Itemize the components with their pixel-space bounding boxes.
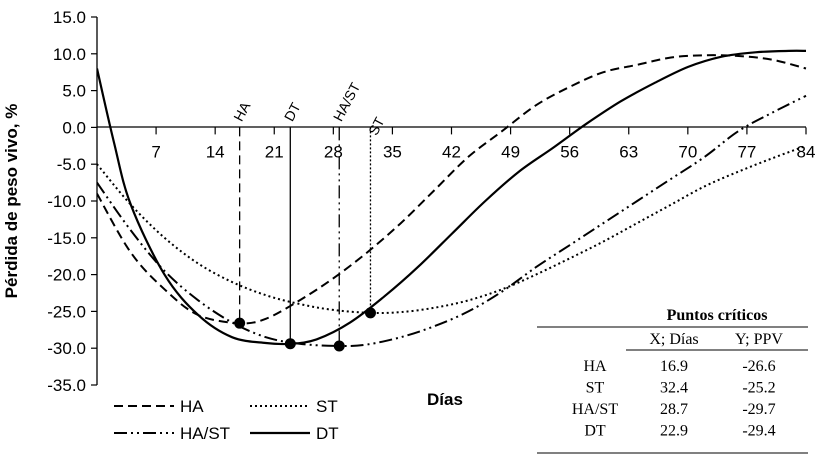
y-tick-label: -5.0 [57,155,86,174]
x-tick-label: 77 [737,142,756,161]
table-header-cell: X; Días [649,331,698,348]
series-line-ha [97,54,807,325]
x-axis-label: Días [427,390,463,409]
y-tick-label: 10.0 [53,45,86,64]
critical-point-dt [284,338,296,350]
legend-label-ha-st: HA/ST [180,424,230,443]
table-cell: DT [584,423,606,440]
series-group [97,49,807,348]
x-tick-label: 42 [442,142,461,161]
table-header-cell: Y; PPV [735,331,783,348]
legend-label-st: ST [316,397,338,416]
axes [96,17,806,385]
x-tick-label: 70 [678,142,697,161]
x-tick-label: 56 [560,142,579,161]
table-cell: 28.7 [660,401,688,418]
critical-label-ha: HA [230,99,254,124]
table-cell: HA/ST [572,401,618,418]
critical-markers [234,307,376,352]
series-line-st [97,144,807,315]
y-tick-label: -10.0 [47,192,86,211]
critical-label-ha-st: HA/ST [330,79,364,123]
table-title: Puntos críticos [667,307,768,324]
x-tick-label: 14 [206,142,225,161]
y-axis-label: Pérdida de peso vivo, % [2,104,21,299]
critical-point-st [364,307,376,319]
y-tick-label: -25.0 [47,302,86,321]
legend-label-ha: HA [180,397,204,416]
y-tick-label: 0.0 [62,118,86,137]
series-line-ha-st [97,94,807,348]
x-tick-label: 84 [797,142,816,161]
legend: HA ST HA/ST DT [114,397,339,443]
table-cell: HA [583,358,607,375]
x-tick-label: 7 [151,142,160,161]
table-cell: 16.9 [660,358,688,375]
y-ticks: 15.0 10.0 5.0 0.0 -5.0 -10.0 -15.0 -20.0 -25.0 -3… [47,8,97,395]
y-tick-label: 5.0 [62,82,86,101]
legend-label-dt: DT [316,424,339,443]
x-tick-label: 21 [265,142,284,161]
table-cell: -26.6 [742,358,775,375]
x-ticks: 7 14 21 28 35 42 49 56 63 70 77 84 [151,127,815,161]
critical-label-st: ST [365,114,388,138]
y-tick-label: -20.0 [47,266,86,285]
x-tick-label: 63 [619,142,638,161]
x-tick-label: 49 [501,142,520,161]
table-cell: 22.9 [660,423,688,440]
x-tick-label: 35 [383,142,402,161]
critical-label-dt: DT [281,99,304,123]
critical-point-ha [234,317,246,329]
x-tick-label: 28 [324,142,343,161]
table-cell: 32.4 [660,380,688,397]
critical-point-ha-st [333,340,345,352]
table-cell: ST [586,380,605,397]
y-tick-label: -30.0 [47,339,86,358]
table-cell: -29.4 [742,423,775,440]
table-cell: -25.2 [742,380,775,397]
critical-points-table: Puntos críticos X; Días Y; PPV HA 16.9 -26.6 S… [537,307,808,454]
y-tick-label: -35.0 [47,376,86,395]
y-tick-label: -15.0 [47,229,86,248]
table-cell: -29.7 [742,401,775,418]
y-tick-label: 15.0 [53,8,86,27]
series-line-dt [97,49,807,346]
